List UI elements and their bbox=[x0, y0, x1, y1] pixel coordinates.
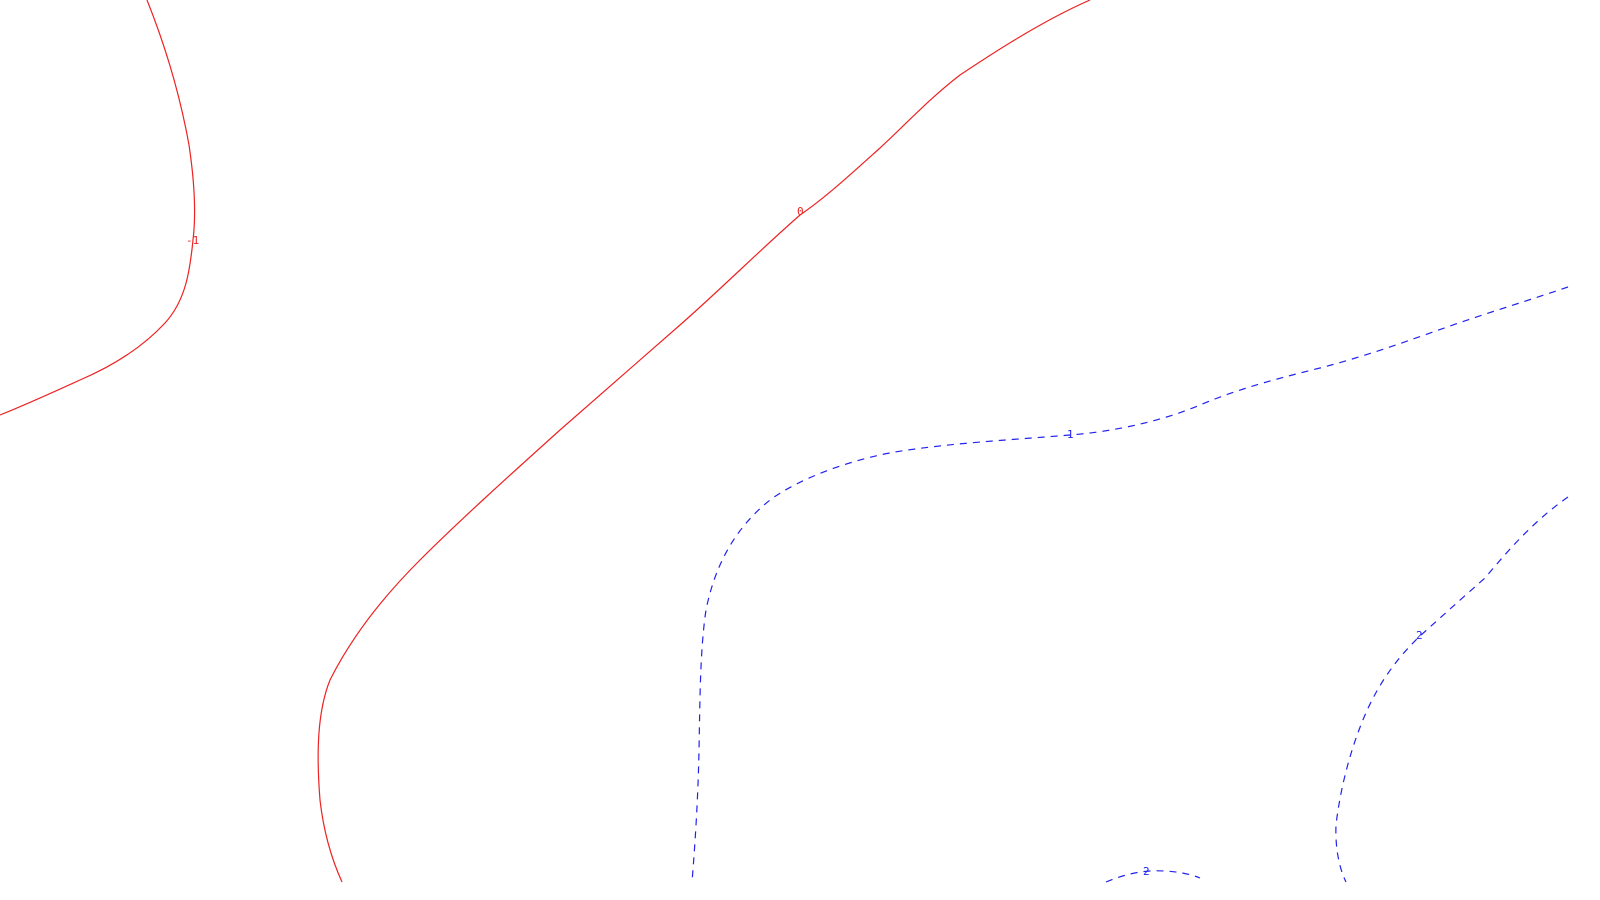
contour-line-2-bottom bbox=[1105, 870, 1201, 883]
contour-label-2-right: 2 bbox=[1416, 629, 1423, 642]
contour-level-1: 1 bbox=[691, 286, 1569, 883]
contour-label-2-bottom: 2 bbox=[1143, 865, 1150, 878]
contour-line-2-right bbox=[1335, 496, 1569, 883]
contour-label-minus-1: -1 bbox=[186, 234, 199, 247]
contour-level-minus-1: -1 bbox=[0, 0, 199, 416]
contour-line-0 bbox=[317, 0, 1091, 883]
contour-level-2-right: 2 bbox=[1335, 496, 1569, 883]
contour-label-0: 0 bbox=[797, 205, 804, 218]
contour-label-1: 1 bbox=[1067, 428, 1074, 441]
contour-level-2-bottom: 2 bbox=[1105, 865, 1201, 883]
contour-line-minus-1 bbox=[0, 0, 196, 416]
contour-level-0: 0 bbox=[317, 0, 1091, 883]
